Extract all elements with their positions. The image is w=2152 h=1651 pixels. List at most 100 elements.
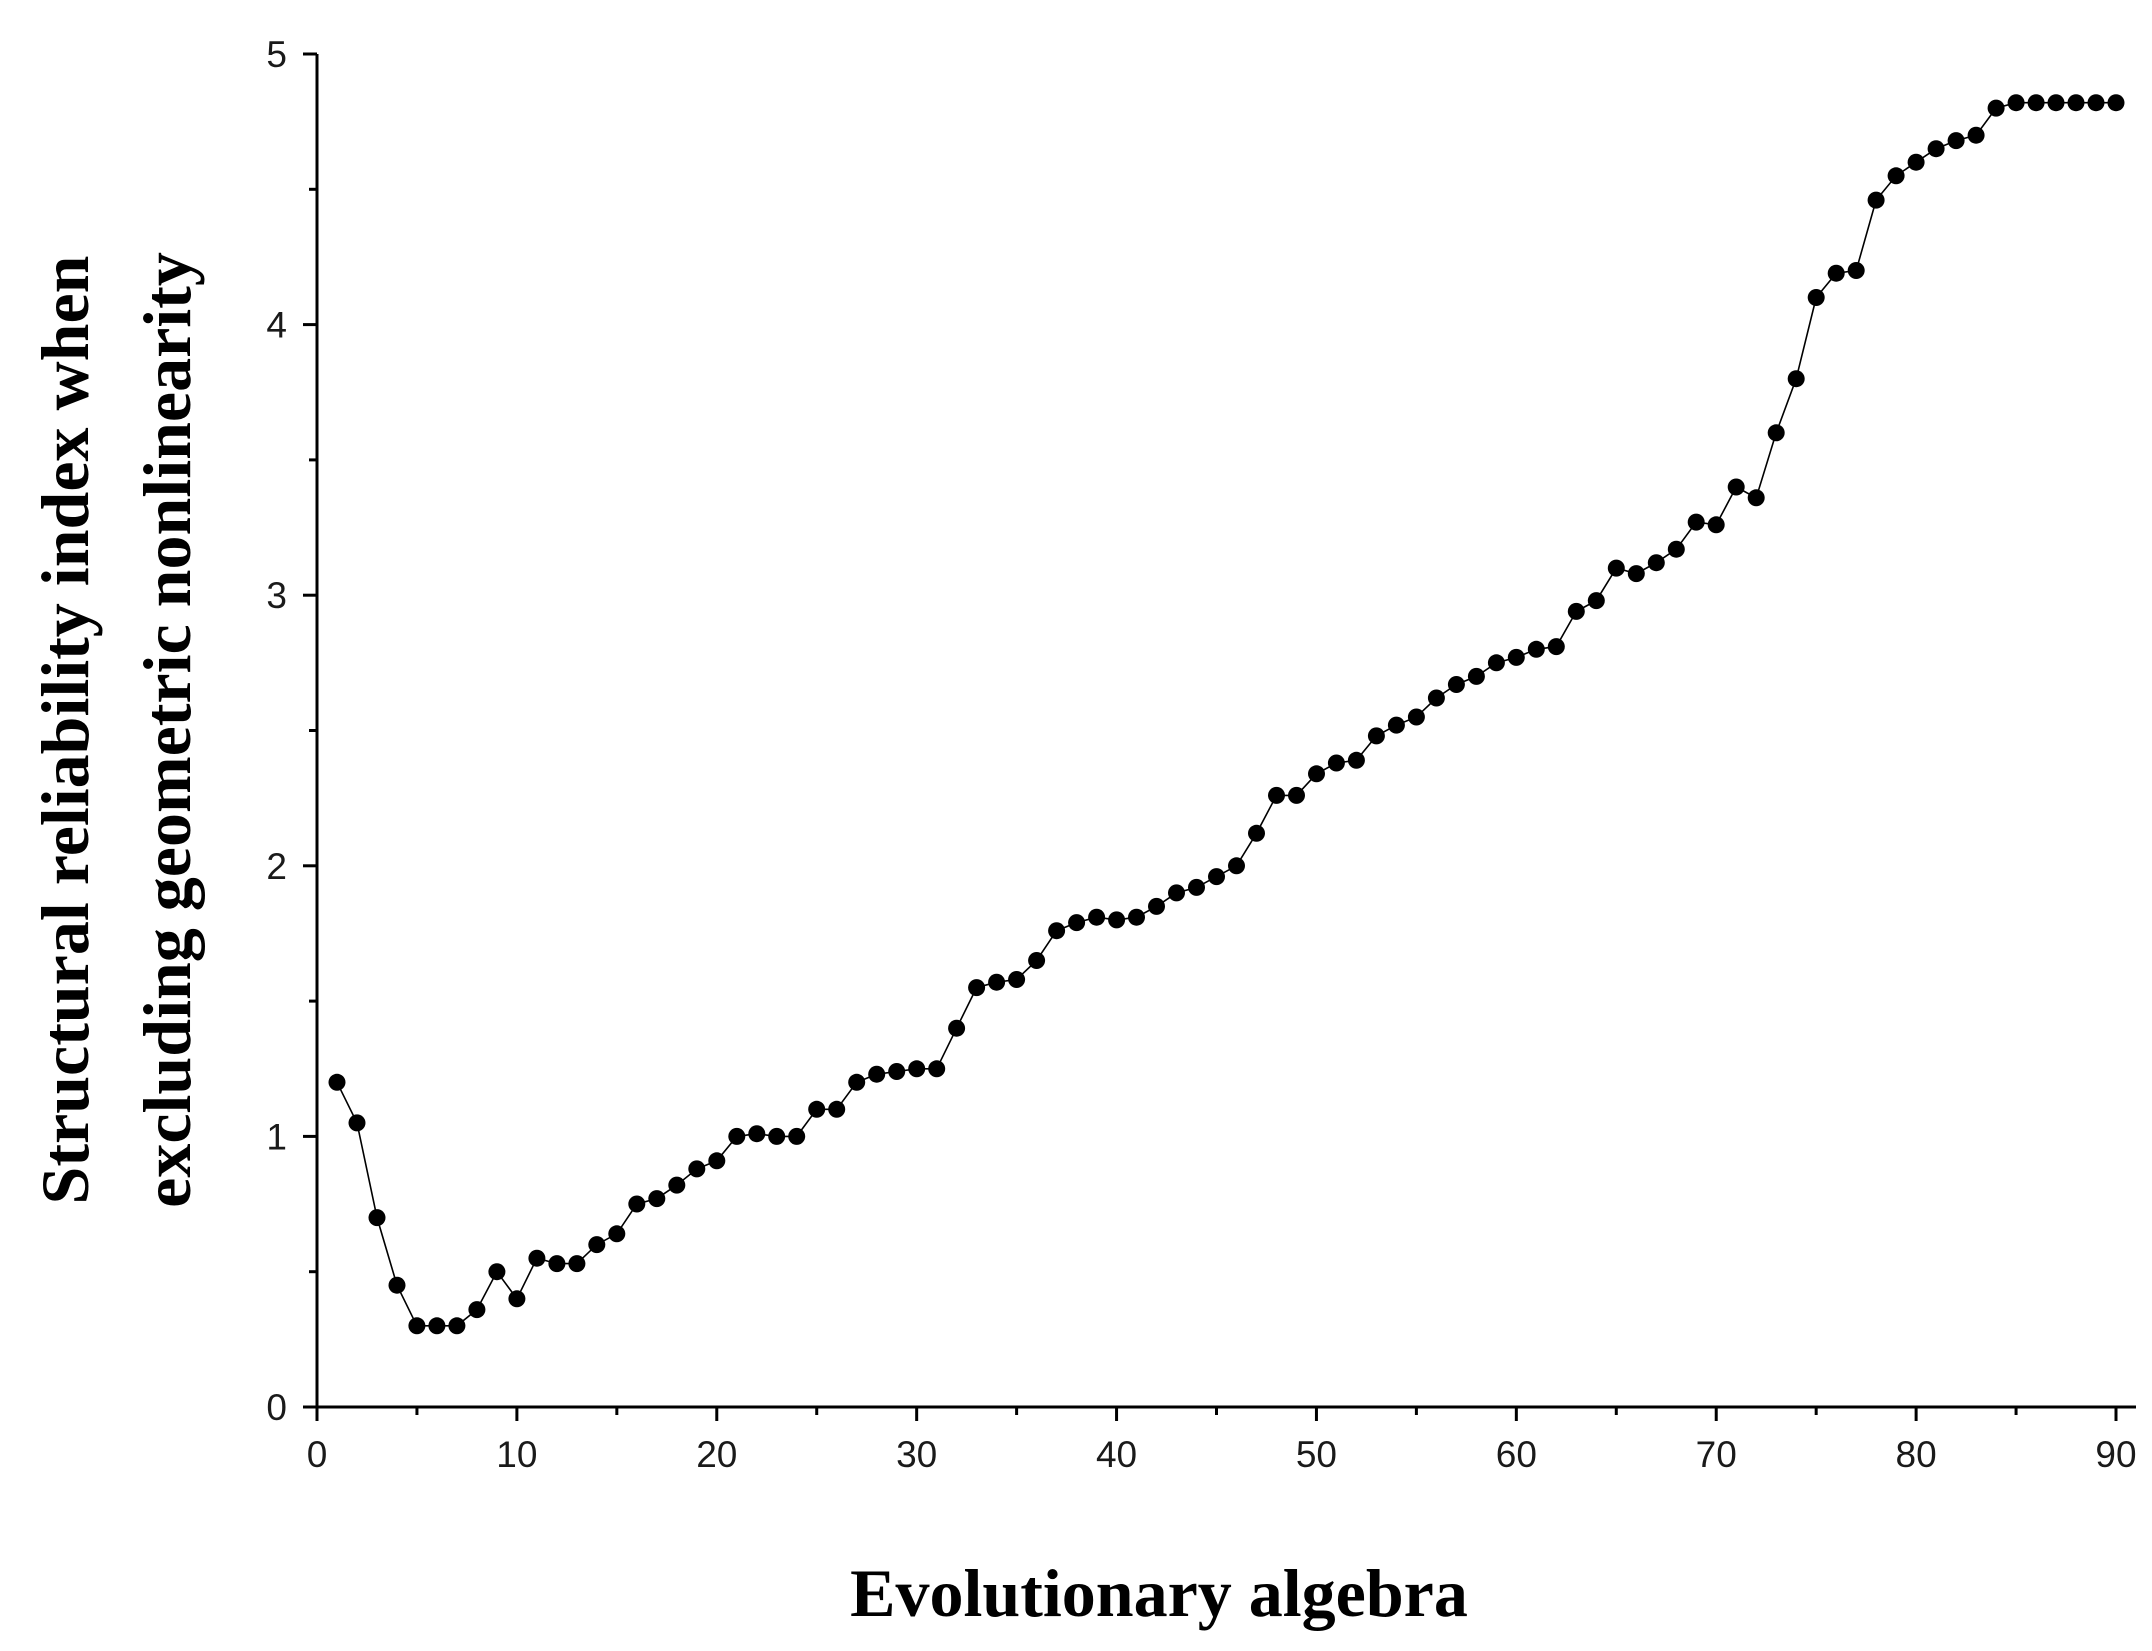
- data-point: [1168, 884, 1185, 902]
- data-point: [1747, 489, 1765, 507]
- y-ticks: 0 1 2 3 4 5: [266, 34, 317, 1428]
- data-point: [748, 1125, 766, 1143]
- data-point: [528, 1249, 546, 1267]
- data-point: [1507, 648, 1525, 666]
- data-point: [1308, 765, 1325, 783]
- axes: [315, 54, 2136, 1409]
- data-point: [428, 1317, 446, 1335]
- y-axis-title-line-2: excluding geometric nonlinearity: [129, 252, 205, 1208]
- data-point: [1048, 922, 1066, 940]
- data-point: [1467, 667, 1485, 685]
- data-point: [1667, 540, 1685, 558]
- data-point: [1487, 654, 1505, 672]
- data-point: [708, 1152, 726, 1170]
- data-point: [468, 1301, 486, 1319]
- data-point: [1847, 262, 1865, 279]
- data-point: [648, 1190, 666, 1208]
- data-point: [948, 1019, 966, 1037]
- data-point: [728, 1127, 746, 1145]
- y-tick-label: 5: [266, 34, 287, 75]
- data-point: [608, 1225, 626, 1243]
- data-point: [2107, 94, 2125, 112]
- data-point: [1208, 868, 1225, 886]
- data-point: [788, 1127, 806, 1145]
- x-tick-label: 50: [1296, 1434, 1337, 1475]
- x-tick-label: 60: [1496, 1434, 1537, 1475]
- data-point: [1128, 908, 1145, 926]
- data-point: [868, 1065, 886, 1083]
- data-point: [1887, 167, 1905, 185]
- data-point: [1347, 751, 1365, 769]
- series-line: [336, 101, 2116, 1327]
- data-point: [1727, 478, 1745, 496]
- data-point: [408, 1317, 426, 1335]
- data-point: [848, 1073, 866, 1091]
- data-series: [328, 94, 2125, 1335]
- x-tick-label: 30: [896, 1434, 937, 1475]
- data-point: [1407, 708, 1425, 726]
- data-point: [1567, 602, 1585, 620]
- x-tick-label: 80: [1896, 1434, 1937, 1475]
- data-point: [1108, 911, 1126, 929]
- data-point: [1387, 716, 1405, 734]
- data-point: [1947, 132, 1965, 150]
- data-point: [1987, 99, 2005, 117]
- data-point: [1248, 824, 1265, 842]
- data-point: [488, 1263, 506, 1281]
- data-point: [888, 1063, 906, 1080]
- data-point: [568, 1255, 586, 1273]
- data-point: [2047, 94, 2065, 112]
- data-point: [1587, 592, 1605, 610]
- data-point: [1148, 897, 1165, 915]
- data-point: [1008, 971, 1026, 988]
- data-point: [1228, 857, 1245, 875]
- y-tick-label: 4: [266, 305, 287, 346]
- x-ticks: 0 10 20 30 40 50 60 70 80 90: [307, 1407, 2137, 1475]
- x-tick-label: 0: [307, 1434, 328, 1475]
- data-point: [968, 979, 986, 997]
- data-point: [388, 1276, 406, 1294]
- data-point: [368, 1209, 386, 1227]
- data-point: [988, 973, 1006, 991]
- y-axis-title: Structural reliability index when exclud…: [27, 252, 205, 1208]
- data-point: [508, 1290, 526, 1308]
- data-point: [1527, 640, 1545, 658]
- x-tick-label: 90: [2095, 1434, 2136, 1475]
- data-point: [1288, 786, 1305, 804]
- y-tick-label: 1: [266, 1116, 287, 1157]
- data-point: [1927, 140, 1945, 158]
- data-point: [1607, 559, 1625, 577]
- data-point: [1068, 914, 1086, 932]
- data-point: [2067, 94, 2085, 112]
- x-tick-label: 10: [496, 1434, 537, 1475]
- data-point: [928, 1060, 946, 1078]
- data-point: [1088, 908, 1106, 926]
- data-point: [328, 1073, 346, 1091]
- data-point: [1268, 786, 1285, 804]
- data-point: [1967, 126, 1985, 144]
- data-point: [668, 1176, 686, 1194]
- x-tick-label: 40: [1096, 1434, 1137, 1475]
- data-point: [1707, 516, 1725, 534]
- data-point: [808, 1100, 826, 1118]
- data-point: [2027, 94, 2045, 112]
- data-point: [1547, 638, 1565, 656]
- data-point: [1367, 727, 1385, 745]
- data-point: [1767, 424, 1785, 442]
- data-point: [1188, 878, 1205, 896]
- data-point: [1867, 191, 1885, 209]
- data-point: [768, 1127, 786, 1145]
- data-point: [2007, 94, 2025, 112]
- data-point: [1427, 689, 1445, 707]
- data-point: [1687, 513, 1705, 531]
- y-tick-label: 2: [266, 846, 287, 887]
- data-point: [1907, 153, 1925, 171]
- data-point: [448, 1317, 466, 1335]
- x-tick-label: 20: [696, 1434, 737, 1475]
- data-point: [348, 1114, 366, 1132]
- y-tick-label: 3: [266, 575, 287, 616]
- data-point: [588, 1236, 606, 1254]
- data-point: [628, 1195, 646, 1213]
